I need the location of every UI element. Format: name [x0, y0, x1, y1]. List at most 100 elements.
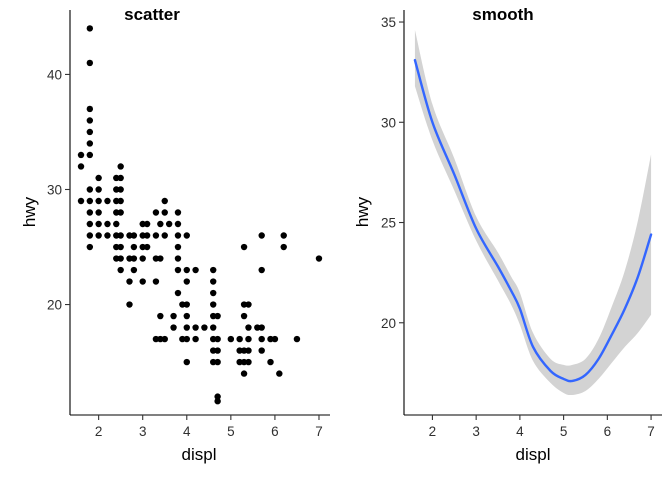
scatter-point: [183, 335, 190, 343]
scatter-point: [130, 232, 138, 239]
scatter-point: [117, 197, 124, 205]
scatter-point: [174, 255, 182, 262]
scatter-point: [113, 197, 120, 205]
scatter-point: [77, 163, 85, 170]
scatter-point: [214, 312, 221, 320]
scatter-point: [267, 335, 274, 343]
scatter-point: [157, 220, 164, 228]
scatter-point: [293, 335, 301, 343]
scatter-point: [139, 255, 146, 262]
smooth-x-tick-label: 7: [647, 424, 655, 439]
scatter-point: [161, 335, 168, 343]
scatter-point: [245, 324, 252, 331]
smooth-x-tick-label: 4: [516, 424, 524, 439]
smooth-y-tick-label: 30: [381, 115, 396, 130]
scatter-point: [183, 232, 190, 239]
scatter-point: [210, 347, 217, 354]
scatter-point: [280, 232, 287, 239]
scatter-y-tick-label: 30: [47, 182, 62, 197]
smooth-y-tick-label: 25: [381, 216, 396, 231]
scatter-point: [210, 312, 217, 320]
scatter-point: [258, 335, 265, 343]
scatter-point: [77, 151, 85, 159]
scatter-point: [170, 324, 177, 331]
scatter-point: [240, 312, 248, 320]
scatter-point: [126, 232, 133, 239]
scatter-point: [240, 243, 248, 251]
scatter-point: [192, 335, 199, 343]
scatter-point: [77, 197, 85, 205]
scatter-point: [236, 347, 243, 354]
scatter-point: [104, 220, 111, 228]
smooth-fit-line: [413, 58, 653, 383]
scatter-point: [117, 209, 124, 216]
scatter-point: [214, 358, 221, 366]
scatter-point: [104, 232, 111, 239]
scatter-x-axis-title: displ: [182, 445, 217, 464]
scatter-point: [86, 197, 94, 205]
scatter-point: [210, 289, 217, 297]
scatter-point: [95, 220, 102, 228]
scatter-panel: scatter 2 3 4 5 6 7 20 30 40 displ hwy: [20, 5, 330, 464]
scatter-x-ticks: 2 3 4 5 6 7: [95, 415, 323, 439]
scatter-point: [236, 335, 243, 343]
scatter-point: [174, 266, 182, 274]
scatter-point: [214, 335, 221, 343]
scatter-point: [214, 347, 221, 354]
scatter-point: [174, 232, 182, 239]
scatter-x-tick-label: 6: [271, 424, 279, 439]
smooth-x-tick-label: 3: [472, 424, 480, 439]
scatter-point: [113, 255, 120, 262]
scatter-y-ticks: 20 30 40: [47, 67, 70, 313]
scatter-point: [86, 59, 94, 67]
scatter-point: [104, 197, 111, 205]
scatter-point: [113, 232, 120, 239]
scatter-point: [183, 312, 190, 320]
smooth-y-ticks: 20 25 30 35: [381, 15, 404, 331]
smooth-title: smooth: [472, 5, 533, 24]
scatter-point: [276, 370, 283, 377]
scatter-point: [240, 370, 248, 377]
scatter-point: [157, 335, 164, 343]
scatter-point: [245, 347, 252, 354]
scatter-point: [210, 266, 217, 274]
smooth-y-tick-label: 20: [381, 316, 396, 331]
scatter-point: [174, 209, 182, 216]
scatter-point: [183, 358, 190, 366]
scatter-point: [258, 232, 265, 239]
scatter-point: [161, 209, 168, 216]
scatter-point: [86, 117, 94, 124]
scatter-point: [152, 335, 160, 343]
scatter-point: [130, 266, 138, 274]
scatter-title: scatter: [124, 5, 180, 24]
scatter-point: [165, 220, 173, 228]
scatter-point: [117, 174, 124, 182]
scatter-x-tick-label: 3: [139, 424, 147, 439]
smooth-panel: smooth 2 3 4 5 6 7 20 25 30 35 displ hwy: [353, 5, 662, 464]
scatter-point: [113, 209, 120, 216]
scatter-point: [236, 358, 243, 366]
scatter-y-axis-title: hwy: [20, 196, 39, 227]
scatter-point: [183, 301, 190, 308]
scatter-point: [113, 220, 120, 228]
scatter-point: [152, 209, 160, 216]
scatter-point: [157, 255, 164, 262]
smooth-x-tick-label: 6: [604, 424, 612, 439]
scatter-point: [254, 324, 261, 331]
scatter-point: [117, 163, 124, 170]
scatter-point: [214, 393, 221, 400]
scatter-point: [315, 255, 323, 262]
scatter-point: [192, 324, 199, 331]
scatter-point: [210, 335, 217, 343]
scatter-point: [126, 301, 133, 308]
scatter-point: [179, 301, 186, 308]
scatter-point: [139, 220, 146, 228]
smooth-x-tick-label: 2: [429, 424, 437, 439]
scatter-point: [130, 243, 138, 251]
scatter-point: [86, 232, 94, 239]
scatter-point: [86, 209, 94, 216]
scatter-point: [210, 278, 217, 285]
scatter-point: [95, 232, 102, 239]
